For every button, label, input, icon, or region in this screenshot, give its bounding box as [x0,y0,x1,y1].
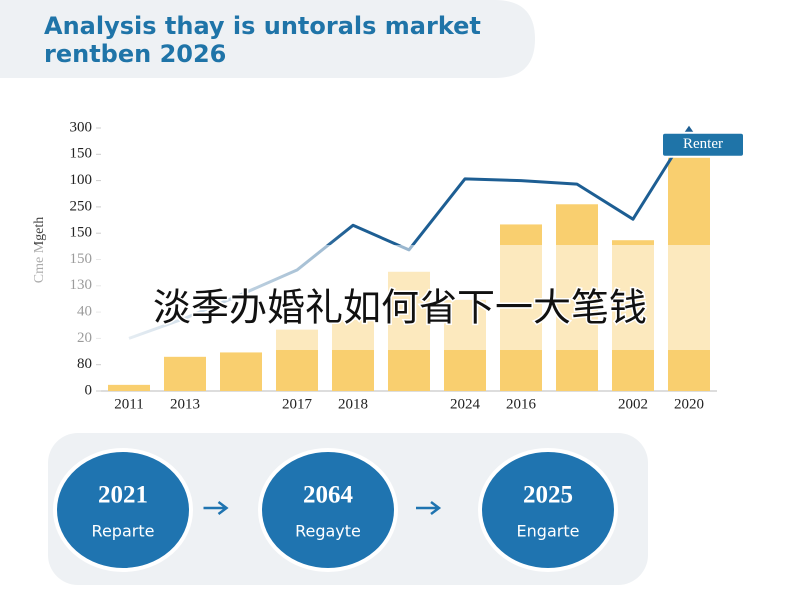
step-label: Regayte [295,522,361,541]
y-tick-label: 300 [70,119,93,135]
y-tick-label: 100 [70,172,93,188]
y-tick-label: 150 [70,146,93,162]
title-line: Analysis thay is untorals market [44,12,481,40]
bar [108,384,150,391]
step-circle [53,448,193,572]
step-label: Engarte [517,522,580,541]
step-circle [258,448,398,572]
y-tick-label: 250 [70,198,93,214]
x-tick-label: 2018 [338,396,368,412]
step-year: 2021 [98,482,148,509]
title-panel [0,0,535,78]
x-tick-label: 2020 [674,396,704,412]
y-tick-label: 150 [70,225,93,241]
bar [164,356,206,391]
step-year: 2025 [523,482,573,509]
steps: 2021 Reparte 2064 Regayte 2025 Engarte [53,448,618,572]
overlay-backdrop [0,245,800,350]
step-circle [478,448,618,572]
annotation: Renter [683,136,723,152]
y-tick-label: 0 [85,382,93,398]
step-arrow [416,501,442,515]
x-tick-label: 2024 [450,396,481,412]
x-tick-label: 2017 [282,396,313,412]
x-tick-label: 2011 [114,396,143,412]
step-arrow [203,501,229,515]
y-tick-label: 80 [77,356,92,372]
step-year: 2064 [303,482,354,509]
bar [220,352,262,391]
overlay-caption: 淡季办婚礼如何省下一大笔钱 [153,286,647,330]
plot: 0802040130150150250100150300Cme Mgeth201… [0,119,800,412]
x-tick-label: 2002 [618,396,648,412]
title-line: rentben 2026 [44,40,226,68]
x-tick-label: 2013 [170,396,200,412]
x-tick-label: 2016 [506,396,537,412]
step-label: Reparte [92,522,155,541]
annotation-box [661,131,745,158]
